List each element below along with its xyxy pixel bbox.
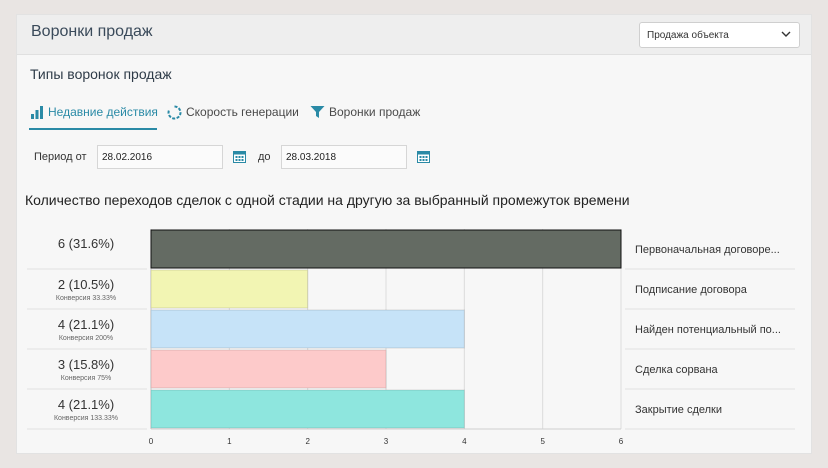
stage-conversion-label: Конверсия 133.33% <box>54 415 118 422</box>
funnel-icon <box>310 106 325 118</box>
x-tick-label: 1 <box>227 437 232 446</box>
stage-conversion-label: Конверсия 33.33% <box>56 295 116 302</box>
period-to-label: до <box>258 151 271 163</box>
x-tick-label: 0 <box>149 437 154 446</box>
section-title: Типы воронок продаж <box>30 66 172 82</box>
tab-sales-funnels-label: Воронки продаж <box>329 105 421 119</box>
funnel-bar[interactable] <box>150 389 465 429</box>
funnel-bar[interactable] <box>150 349 387 389</box>
tab-recent-actions-label: Недавние действия <box>48 105 158 119</box>
chevron-down-icon <box>781 31 791 37</box>
stage-conversion-label: Конверсия 75% <box>61 375 111 382</box>
tab-sales-funnels[interactable]: Воронки продаж <box>310 105 420 131</box>
stage-count-label: 2 (10.5%) <box>58 277 114 292</box>
stage-name-label: Первоначальная договоре... <box>635 244 780 256</box>
page-title: Воронки продаж <box>31 23 153 40</box>
stage-name-label: Найден потенциальный по... <box>635 324 781 336</box>
stage-count-label: 6 (31.6%) <box>58 236 114 251</box>
chart-title: Количество переходов сделок с одной стад… <box>25 192 630 208</box>
period-from-label: Период от <box>34 151 87 163</box>
x-tick-label: 5 <box>540 437 545 446</box>
funnel-select[interactable]: Продажа объекта <box>639 22 800 48</box>
active-tab-indicator <box>29 128 157 130</box>
funnel-select-value: Продажа объекта <box>647 30 729 41</box>
x-tick-label: 4 <box>462 437 467 446</box>
funnel-bar[interactable] <box>150 309 465 349</box>
tab-generation-speed[interactable]: Скорость генерации <box>167 105 299 131</box>
calendar-icon[interactable] <box>417 150 430 163</box>
x-tick-label: 3 <box>384 437 389 446</box>
stage-name-label: Сделка сорвана <box>635 364 719 376</box>
calendar-icon[interactable] <box>233 150 246 163</box>
stage-conversion-label: Конверсия 200% <box>59 335 113 342</box>
stage-name-label: Закрытие сделки <box>635 404 722 416</box>
stage-count-label: 4 (21.1%) <box>58 317 114 332</box>
funnel-bar[interactable] <box>150 229 622 269</box>
x-tick-label: 2 <box>305 437 310 446</box>
tab-recent-actions[interactable]: Недавние действия <box>30 105 158 131</box>
spinner-icon <box>167 105 182 120</box>
period-from-input[interactable]: 28.02.2016 <box>97 145 223 169</box>
stage-count-label: 3 (15.8%) <box>58 357 114 372</box>
x-tick-label: 6 <box>619 437 624 446</box>
period-to-input[interactable]: 28.03.2018 <box>281 145 407 169</box>
funnel-bar[interactable] <box>150 269 309 309</box>
bar-chart-icon <box>31 106 43 119</box>
panel-header: Воронки продаж Продажа объекта <box>17 15 811 55</box>
tab-generation-speed-label: Скорость генерации <box>186 105 299 119</box>
stage-name-label: Подписание договора <box>635 284 748 296</box>
stage-count-label: 4 (21.1%) <box>58 397 114 412</box>
